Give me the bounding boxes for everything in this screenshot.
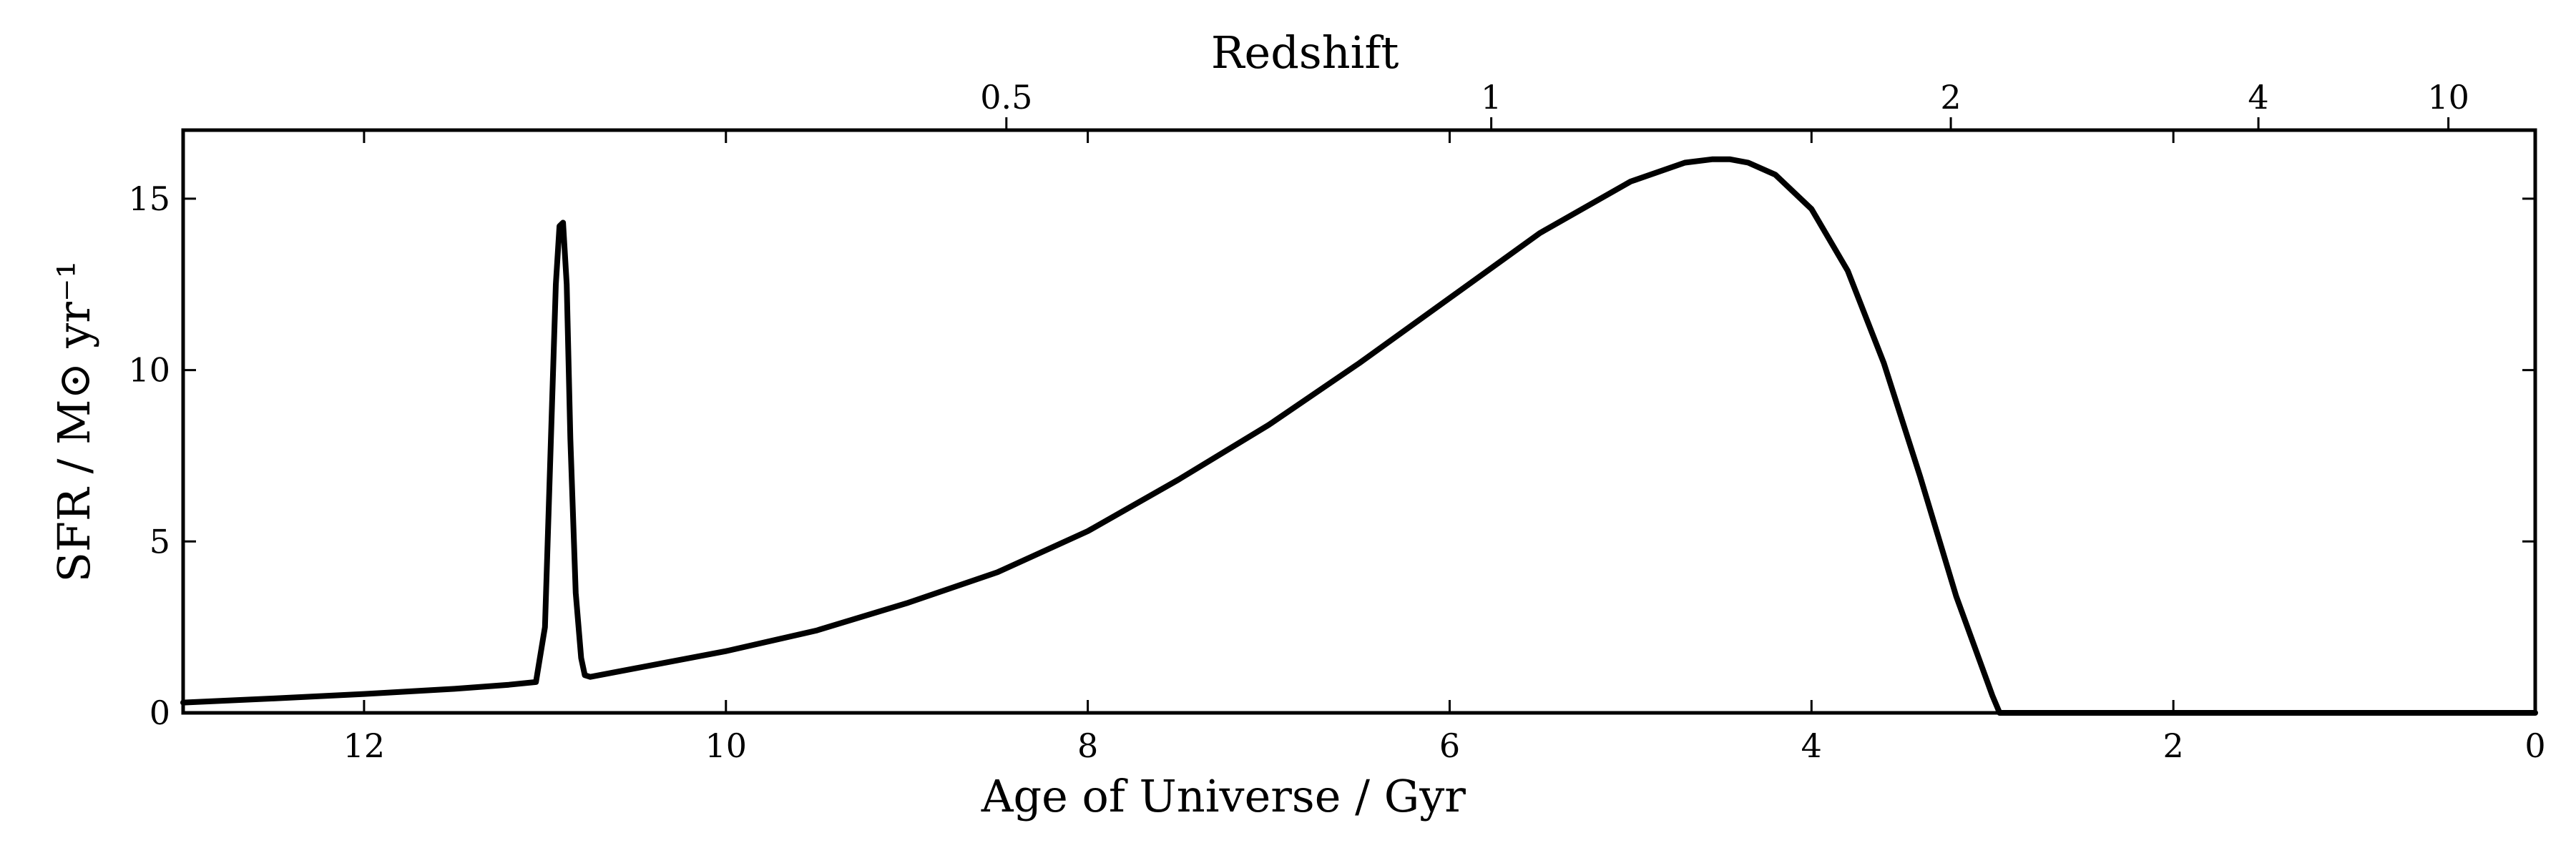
x-axis-label: Age of Universe / Gyr xyxy=(981,770,1466,822)
y-tick-label: 10 xyxy=(128,351,170,390)
top-tick-label: 2 xyxy=(1940,78,1961,117)
x-tick-label: 10 xyxy=(705,726,747,765)
y-tick-label: 5 xyxy=(150,522,170,561)
y-tick-label: 0 xyxy=(150,694,170,732)
y-axis-label: SFR / M⊙ yr⁻¹ xyxy=(48,261,100,583)
x-tick-label: 6 xyxy=(1439,726,1460,765)
y-tick-label: 15 xyxy=(128,179,170,218)
x-tick-label: 4 xyxy=(1801,726,1822,765)
x-tick-label: 0 xyxy=(2524,726,2545,765)
top-tick-label: 0.5 xyxy=(980,78,1032,117)
top-tick-label: 4 xyxy=(2248,78,2268,117)
x-tick-label: 12 xyxy=(343,726,386,765)
plot-frame xyxy=(181,128,2537,715)
x-tick-label: 2 xyxy=(2163,726,2184,765)
x-tick-label: 8 xyxy=(1077,726,1098,765)
top-tick-label: 10 xyxy=(2427,78,2469,117)
top-tick-label: 1 xyxy=(1481,78,1502,117)
sfr-curve xyxy=(180,156,2538,716)
top-axis-label: Redshift xyxy=(1211,26,1399,79)
